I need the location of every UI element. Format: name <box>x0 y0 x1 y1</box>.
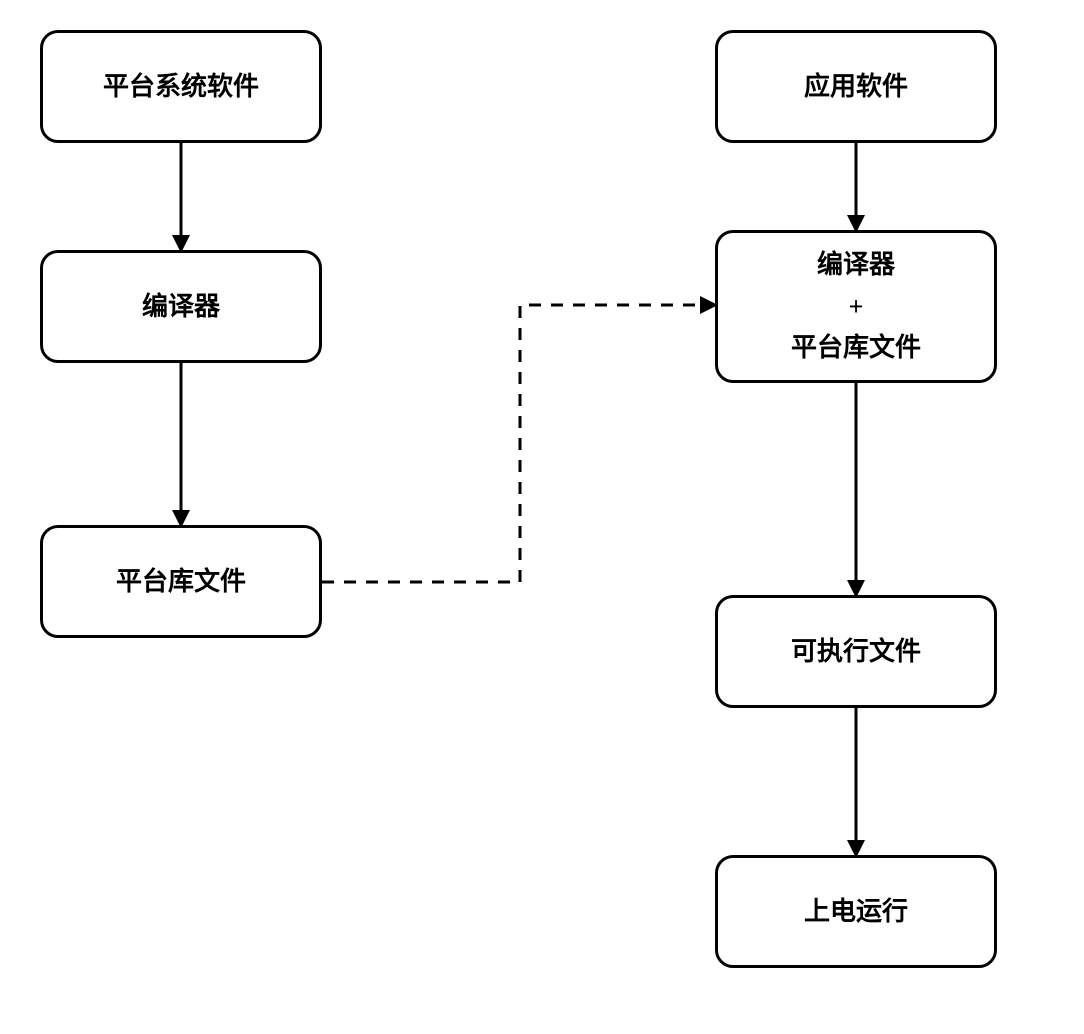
node-label: 可执行文件 <box>791 631 921 673</box>
flowchart-node-app-software: 应用软件 <box>715 30 997 143</box>
node-label: 应用软件 <box>804 66 908 108</box>
flowchart-node-platform-lib-file: 平台库文件 <box>40 525 322 638</box>
flowchart-node-power-on-run: 上电运行 <box>715 855 997 968</box>
node-label-line1: 编译器 <box>817 244 895 286</box>
flowchart-node-compiler-left: 编译器 <box>40 250 322 363</box>
node-label: 编译器 <box>142 286 220 328</box>
node-label: 平台库文件 <box>116 561 246 603</box>
flowchart-node-executable-file: 可执行文件 <box>715 595 997 708</box>
node-label: 上电运行 <box>804 891 908 933</box>
flowchart-node-compiler-plus-lib: 编译器 + 平台库文件 <box>715 230 997 383</box>
node-label-line3: 平台库文件 <box>791 327 921 369</box>
flowchart-node-platform-system-software: 平台系统软件 <box>40 30 322 143</box>
edge-n3-n5-dashed <box>322 305 715 582</box>
node-label-line2: + <box>849 286 864 328</box>
node-label: 平台系统软件 <box>103 66 259 108</box>
